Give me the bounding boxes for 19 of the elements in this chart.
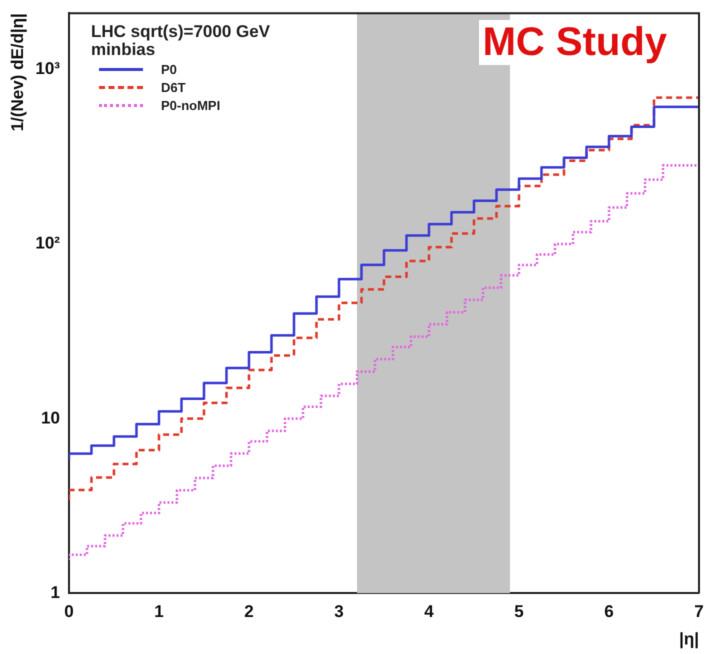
- x-tick-label: 0: [64, 602, 74, 622]
- x-tick-label: 6: [604, 602, 614, 622]
- x-tick-label: 2: [244, 602, 254, 622]
- x-tick-label: 3: [334, 602, 344, 622]
- x-tick-label: 1: [154, 602, 164, 622]
- y-tick-label: 1: [50, 582, 60, 602]
- y-tick-label: 10: [41, 408, 60, 428]
- x-axis-title: |η|: [679, 629, 699, 648]
- x-tick-label: 7: [694, 602, 704, 622]
- legend-label: P0: [160, 62, 177, 78]
- legend-label: P0-noMPI: [160, 98, 220, 114]
- legend-title: LHC sqrt(s)=7000 GeV minbias: [90, 22, 270, 60]
- chart-title: MC Study: [478, 20, 671, 65]
- x-tick-label: 5: [514, 602, 524, 622]
- y-tick-label: 10³: [35, 59, 60, 78]
- legend-label: D6T: [160, 80, 186, 96]
- y-tick-label: 10²: [35, 234, 60, 253]
- y-axis-title: 1/(Nev) dE/d|η|: [8, 13, 27, 132]
- x-tick-label: 4: [424, 602, 434, 622]
